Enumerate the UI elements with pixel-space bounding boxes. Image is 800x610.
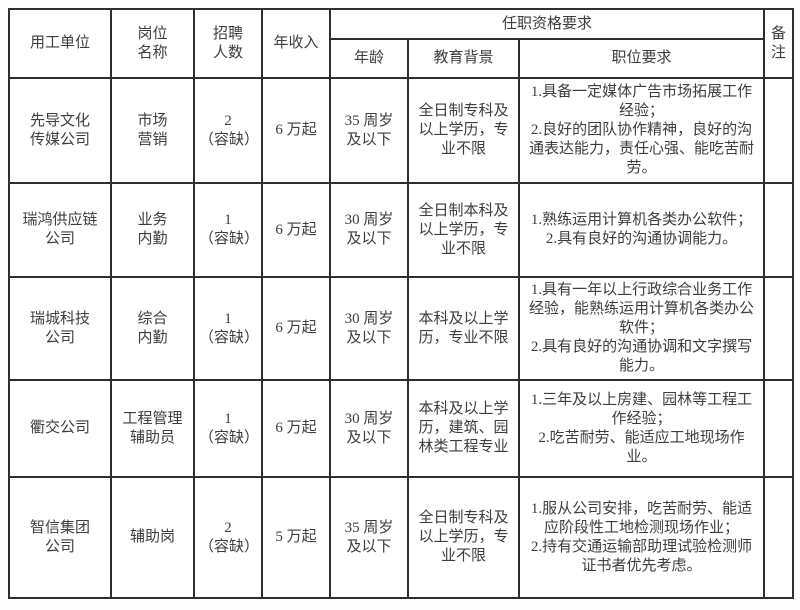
cell-age: 35 周岁 及以下 [329,476,409,599]
cell-age: 35 周岁 及以下 [329,77,409,184]
cell-employer: 智信集团 公司 [8,476,112,599]
table-row: 瑞鸿供应链 公司 业务 内勤 1 （容缺） 6 万起 30 周岁 及以下 全日制… [8,182,795,278]
header-education: 教育背景 [407,38,520,79]
cell-requirements: 1.具备一定媒体广告市场拓展工作经验； 2.良好的团队协作精神，良好的沟通表达能… [517,77,766,184]
header-row-2: 年龄 教育背景 职位要求 [9,38,793,79]
cell-education: 全日制本科及以上学历，专业不限 [407,182,520,278]
header-qualification-group: 任职资格要求 [328,8,766,40]
table-row: 衢交公司 工程管理 辅助员 1 （容缺） 6 万起 30 周岁 及以下 本科及以… [8,379,795,478]
cell-age: 30 周岁 及以下 [329,379,409,478]
cell-requirements: 1.三年及以上房建、园林等工程工作经验； 2.吃苦耐劳、能适应工地现场作业。 [517,379,766,478]
cell-headcount: 1 （容缺） [193,276,263,381]
cell-position: 业务 内勤 [110,182,195,278]
header-income: 年收入 [261,8,331,79]
header-requirements: 职位要求 [517,38,766,79]
cell-education: 本科及以上学历，建筑、园林类工程专业 [407,379,520,478]
cell-requirements: 1.熟练运用计算机各类办公软件； 2.具有良好的沟通协调能力。 [517,182,766,278]
cell-income: 6 万起 [261,276,331,381]
cell-income: 6 万起 [261,379,331,478]
cell-employer: 先导文化 传媒公司 [8,77,112,184]
cell-headcount: 2 （容缺） [193,77,263,184]
table-row: 智信集团 公司 辅助岗 2 （容缺） 5 万起 35 周岁 及以下 全日制专科及… [8,476,795,599]
cell-remarks [763,182,795,278]
cell-position: 辅助岗 [110,476,195,599]
cell-income: 6 万起 [261,77,331,184]
cell-remarks [763,476,795,599]
cell-position: 工程管理 辅助员 [110,379,195,478]
cell-position: 综合 内勤 [110,276,195,381]
cell-age: 30 周岁 及以下 [329,182,409,278]
cell-employer: 瑞鸿供应链 公司 [8,182,112,278]
cell-employer: 衢交公司 [8,379,112,478]
cell-position: 市场 营销 [110,77,195,184]
cell-remarks [763,276,795,381]
cell-income: 5 万起 [261,476,331,599]
header-employer: 用工单位 [8,8,112,79]
cell-age: 30 周岁 及以下 [329,276,409,381]
cell-headcount: 2 （容缺） [193,476,263,599]
table-row: 先导文化 传媒公司 市场 营销 2 （容缺） 6 万起 35 周岁 及以下 全日… [8,77,795,184]
cell-requirements: 1.具有一年以上行政综合业务工作经验，能熟练运用计算机各类办公软件； 2.具有良… [517,276,766,381]
cell-education: 本科及以上学历，专业不限 [407,276,520,381]
cell-employer: 瑞城科技 公司 [8,276,112,381]
header-age: 年龄 [329,38,409,79]
recruitment-table: 用工单位 岗位 名称 招聘 人数 年收入 任职资格要求 备 注 年龄 教育背景 … [8,8,795,599]
cell-requirements: 1.服从公司安排，吃苦耐劳、能适应阶段性工地检测现场作业； 2.持有交通运输部助… [517,476,766,599]
header-remarks: 备 注 [763,8,795,79]
cell-headcount: 1 （容缺） [193,379,263,478]
cell-remarks [763,379,795,478]
cell-education: 全日制专科及以上学历，专业不限 [407,77,520,184]
cell-education: 全日制专科及以上学历，专业不限 [407,476,520,599]
cell-remarks [763,77,795,184]
header-position: 岗位 名称 [110,8,195,79]
header-headcount: 招聘 人数 [193,8,263,79]
cell-headcount: 1 （容缺） [193,182,263,278]
cell-income: 6 万起 [261,182,331,278]
table-row: 瑞城科技 公司 综合 内勤 1 （容缺） 6 万起 30 周岁 及以下 本科及以… [8,276,795,381]
header-row-1: 用工单位 岗位 名称 招聘 人数 年收入 任职资格要求 备 注 [8,8,795,79]
